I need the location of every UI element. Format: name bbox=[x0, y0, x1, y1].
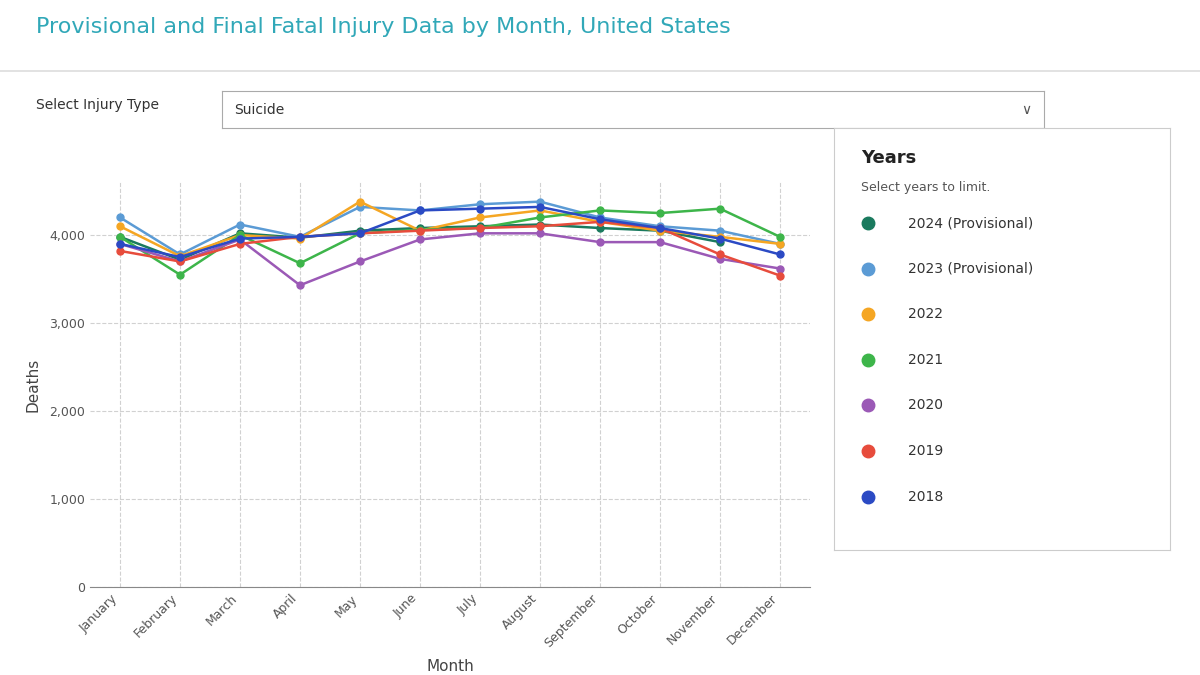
Text: 2020: 2020 bbox=[908, 398, 943, 412]
Text: 2024 (Provisional): 2024 (Provisional) bbox=[908, 216, 1033, 230]
X-axis label: Month: Month bbox=[426, 659, 474, 674]
Text: 2023 (Provisional): 2023 (Provisional) bbox=[908, 262, 1033, 275]
Text: Years: Years bbox=[860, 149, 916, 167]
Text: Select years to limit.: Select years to limit. bbox=[860, 181, 990, 194]
Text: 2022: 2022 bbox=[908, 307, 943, 321]
Text: 2018: 2018 bbox=[908, 489, 943, 504]
Text: 2019: 2019 bbox=[908, 444, 943, 458]
Text: 2021: 2021 bbox=[908, 353, 943, 367]
Text: Select Injury Type: Select Injury Type bbox=[36, 98, 158, 111]
Text: ∨: ∨ bbox=[1021, 103, 1032, 117]
Text: Suicide: Suicide bbox=[234, 103, 284, 117]
Text: Provisional and Final Fatal Injury Data by Month, United States: Provisional and Final Fatal Injury Data … bbox=[36, 17, 731, 37]
Y-axis label: Deaths: Deaths bbox=[26, 358, 41, 412]
